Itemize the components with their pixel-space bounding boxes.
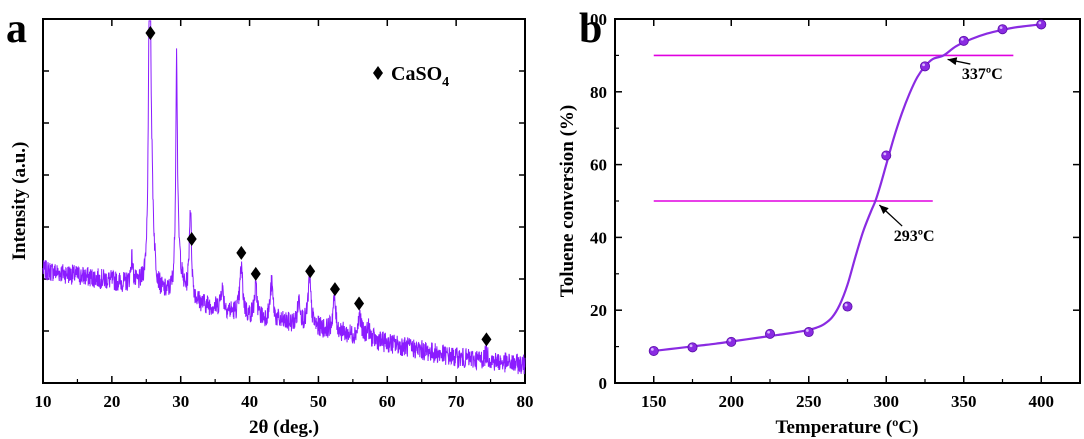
- panel-b-y-axis-title: Toluene conversion (%): [557, 105, 578, 297]
- panel-a-peak-markers: [145, 26, 492, 347]
- data-point-highlight: [844, 303, 848, 307]
- panel-a-x-axis-title: 2θ (deg.): [249, 417, 319, 438]
- arrowhead-icon: [879, 205, 889, 215]
- x-tick-label: 50: [310, 392, 327, 411]
- arrowhead-icon: [947, 57, 958, 66]
- data-point-highlight: [650, 347, 654, 351]
- y-tick-label: 20: [590, 301, 607, 320]
- legend-label-subscript: 4: [442, 75, 449, 90]
- caso4-diamond-icon: [329, 282, 340, 297]
- panel-a-x-tick-labels: 10 20 30 40 50 60 70 80: [35, 392, 534, 411]
- x-tick-label: 70: [448, 392, 465, 411]
- data-point-highlight: [1038, 21, 1042, 25]
- data-point: [648, 345, 659, 356]
- y-tick-label: 80: [590, 83, 607, 102]
- temperature-annotation: 337ºC: [962, 66, 1003, 83]
- x-tick-label: 150: [641, 392, 667, 411]
- y-tick-label: 0: [599, 374, 608, 393]
- panel-b-axis-ticks: [615, 18, 1081, 384]
- legend-label: CaSO4: [391, 63, 449, 90]
- panel-b-x-axis-title: Temperature (ºC): [776, 417, 919, 438]
- panel-b-tick-labels: 150 200 250 300 350 400 0 20 40 60 80 100: [582, 10, 1055, 411]
- data-point: [997, 24, 1008, 35]
- x-tick-label: 350: [951, 392, 977, 411]
- data-point: [687, 342, 698, 353]
- data-point: [726, 336, 737, 347]
- x-tick-label: 40: [241, 392, 258, 411]
- legend-diamond-icon: [373, 66, 383, 80]
- data-point-highlight: [767, 330, 770, 334]
- panel-b-data-points: [648, 19, 1047, 356]
- panel-b-fit-curve: [653, 23, 1042, 353]
- data-point: [765, 328, 776, 339]
- x-tick-label: 10: [35, 392, 52, 411]
- x-tick-label: 200: [719, 392, 745, 411]
- data-point: [920, 61, 931, 72]
- y-tick-label: 40: [590, 228, 607, 247]
- data-point: [1036, 19, 1047, 30]
- panel-a-plot-frame: [42, 18, 526, 384]
- data-point-highlight: [999, 26, 1003, 29]
- data-point: [842, 301, 853, 312]
- x-tick-label: 30: [172, 392, 189, 411]
- panel-a-xrd-chart: a 10 20 30 40 50 60 70 80 CaSO4 2θ (deg.) Inten…: [6, 6, 534, 438]
- x-tick-label: 20: [103, 392, 120, 411]
- data-point-highlight: [960, 37, 964, 41]
- panel-b-letter: b: [579, 6, 602, 52]
- caso4-diamond-icon: [236, 245, 247, 260]
- panel-a-x-ticks: [42, 19, 526, 383]
- x-tick-label: 400: [1029, 392, 1055, 411]
- caso4-diamond-icon: [250, 266, 261, 281]
- panel-a-xrd-trace: [42, 20, 526, 375]
- panel-b-reference-lines: [653, 54, 1014, 202]
- panel-b-conversion-chart: b 150 200 250 300 350 400 0 20 40 60 80 100 337ºC 29…: [557, 6, 1081, 438]
- panel-b-annotations: 337ºC 293ºC: [878, 57, 1003, 245]
- caso4-diamond-icon: [481, 332, 492, 347]
- data-point: [958, 35, 969, 46]
- temperature-annotation: 293ºC: [894, 228, 935, 245]
- panel-a-y-axis-title: Intensity (a.u.): [9, 142, 30, 261]
- data-point-highlight: [922, 63, 925, 67]
- legend-label-main: CaSO: [391, 63, 442, 85]
- caso4-diamond-icon: [305, 264, 316, 279]
- y-tick-label: 60: [590, 156, 607, 175]
- data-point-highlight: [728, 338, 732, 342]
- x-tick-label: 80: [517, 392, 534, 411]
- x-tick-label: 250: [796, 392, 822, 411]
- data-point: [803, 327, 814, 338]
- panel-a-letter: a: [6, 6, 27, 52]
- y-tick-label: 100: [582, 10, 608, 29]
- data-point-highlight: [689, 344, 693, 348]
- data-point-highlight: [883, 152, 887, 156]
- caso4-diamond-icon: [186, 231, 197, 246]
- x-tick-label: 300: [874, 392, 900, 411]
- data-point: [881, 150, 892, 161]
- data-point-highlight: [805, 329, 809, 332]
- caso4-diamond-icon: [145, 26, 156, 40]
- caso4-diamond-icon: [354, 296, 365, 311]
- x-tick-label: 60: [379, 392, 396, 411]
- panel-a-legend: CaSO4: [373, 63, 449, 90]
